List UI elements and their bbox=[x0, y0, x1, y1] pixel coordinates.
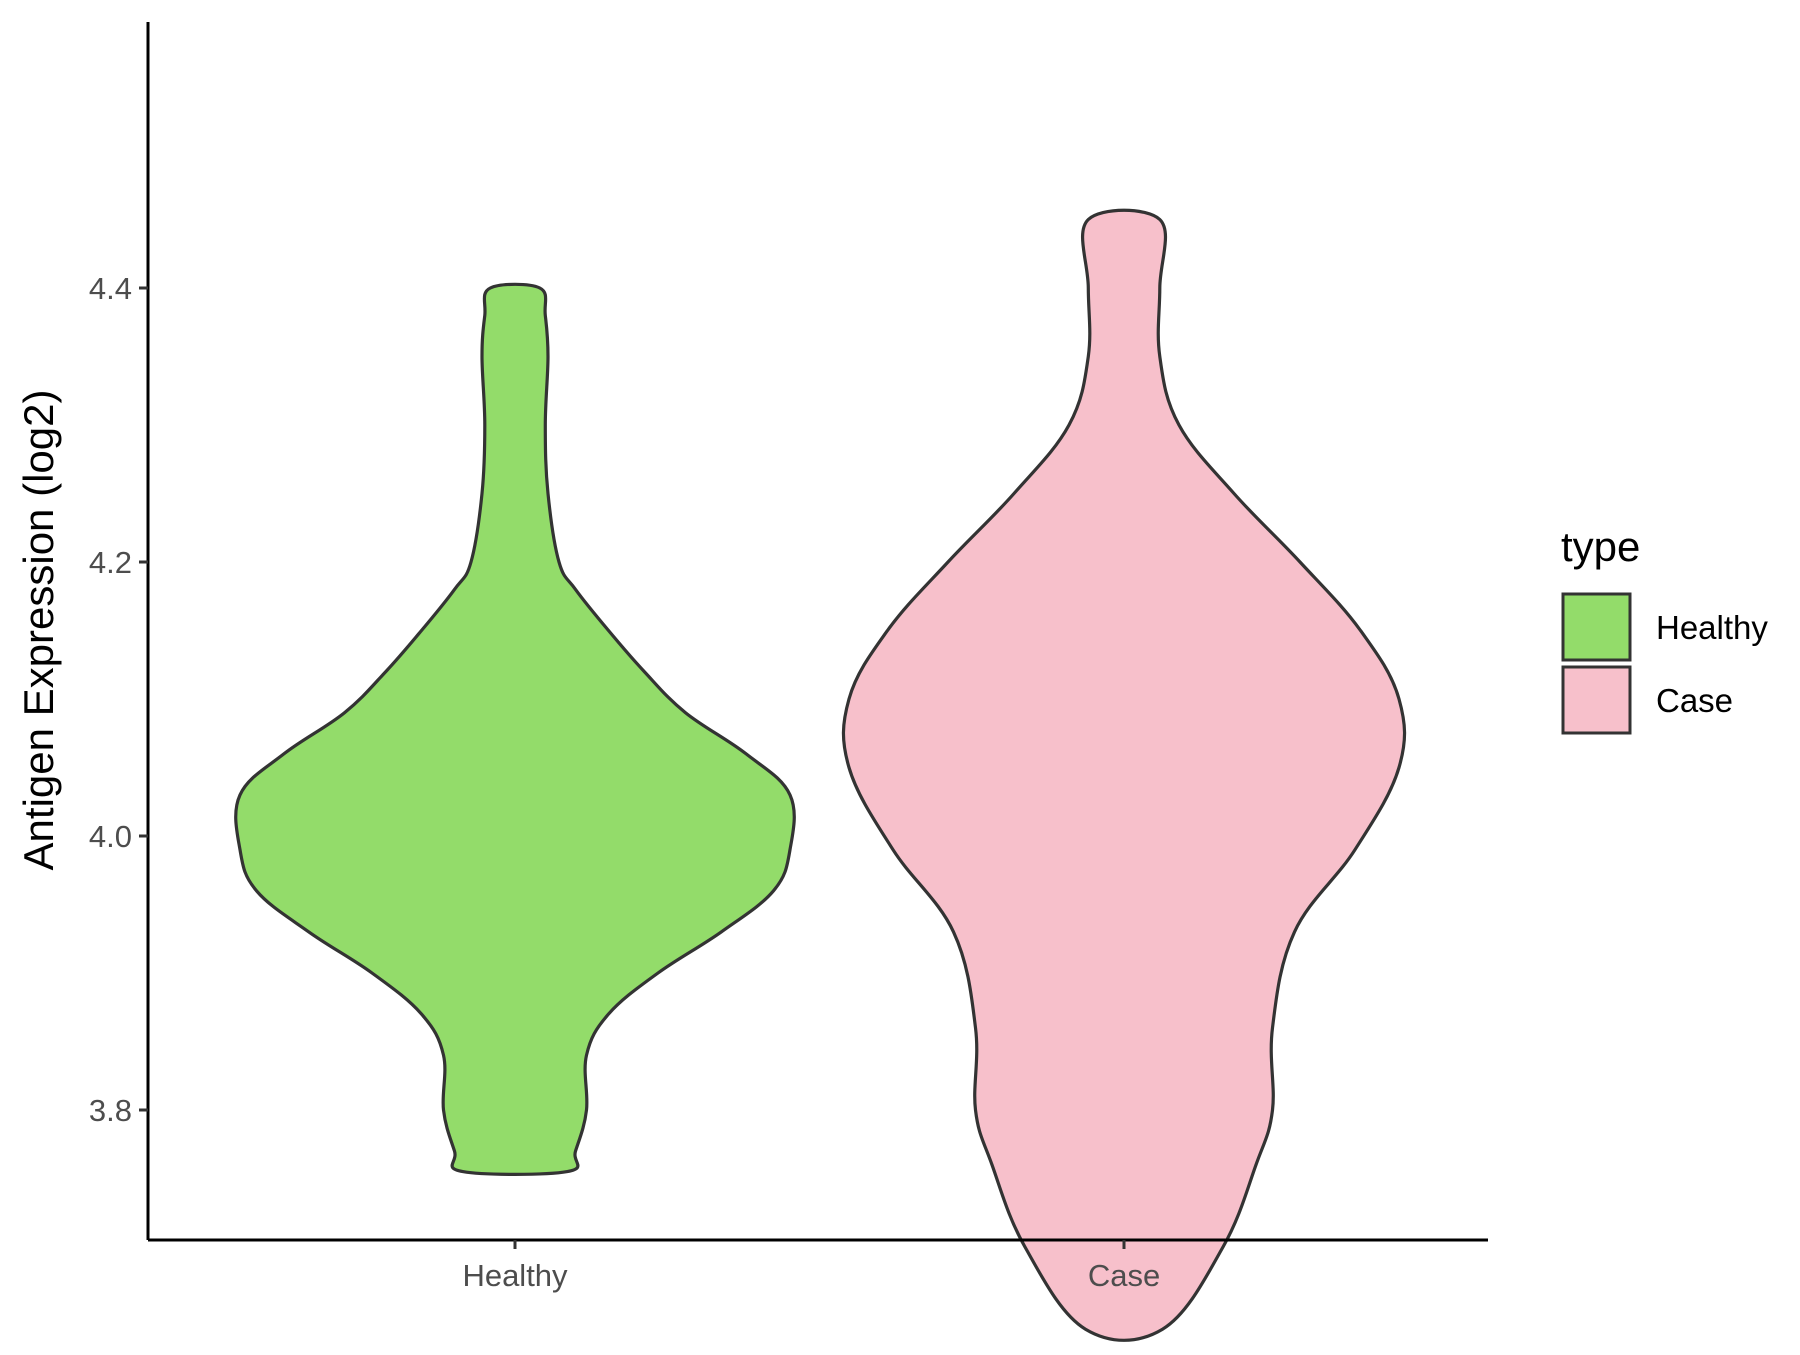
legend-key-case bbox=[1561, 665, 1632, 735]
x-tick-label: Case bbox=[1088, 1258, 1160, 1293]
violin-case bbox=[841, 208, 1407, 1342]
y-tick-layer: 3.8 4.0 4.2 4.4 bbox=[89, 271, 148, 1128]
legend-entries: Healthy Case bbox=[1561, 592, 1768, 735]
legend-title: type bbox=[1561, 523, 1640, 570]
legend-label-healthy: Healthy bbox=[1656, 609, 1768, 646]
x-tick-layer: Healthy Case bbox=[462, 1240, 1160, 1293]
x-tick-label: Healthy bbox=[462, 1258, 568, 1293]
legend-label-case: Case bbox=[1656, 682, 1733, 719]
violin-healthy bbox=[234, 282, 796, 1176]
y-tick-label: 3.8 bbox=[89, 1093, 132, 1128]
legend: type Healthy Case bbox=[1561, 523, 1768, 735]
y-tick-label: 4.2 bbox=[89, 545, 132, 580]
y-tick-label: 4.4 bbox=[89, 271, 132, 306]
y-tick-label: 4.0 bbox=[89, 819, 132, 854]
axes-layer bbox=[146, 22, 1488, 1242]
y-axis-title: Antigen Expression (log2) bbox=[15, 390, 62, 871]
violin-layer bbox=[234, 208, 1407, 1342]
legend-key-healthy bbox=[1561, 592, 1632, 662]
